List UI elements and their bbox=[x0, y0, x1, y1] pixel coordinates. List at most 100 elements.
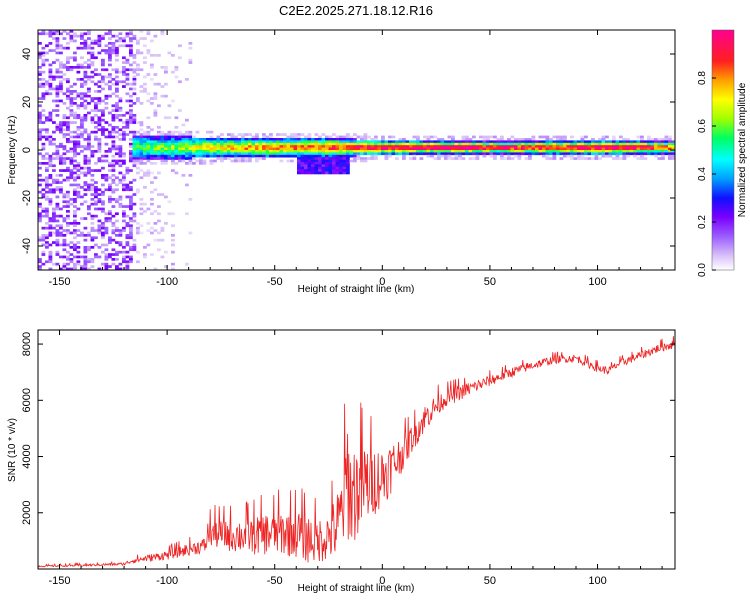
spectrogram-cell bbox=[433, 135, 438, 139]
spectrogram-cell bbox=[104, 102, 109, 105]
spectrogram-cell bbox=[419, 152, 424, 156]
spectrogram-cell bbox=[321, 157, 326, 160]
spectrogram-cell bbox=[143, 154, 147, 158]
spectrogram-cell bbox=[563, 140, 567, 144]
spectrogram-cell bbox=[622, 145, 627, 148]
spectrogram-cell bbox=[115, 58, 119, 62]
spectrogram-cell bbox=[577, 145, 581, 148]
spectrogram-cell bbox=[521, 145, 525, 148]
spectrogram-cell bbox=[118, 133, 123, 136]
spectrogram-cell bbox=[654, 154, 658, 158]
spectrogram-cell bbox=[531, 140, 536, 144]
spectrogram-cell bbox=[97, 231, 102, 235]
spectrogram-cell bbox=[167, 130, 172, 134]
spectrogram-cell bbox=[139, 162, 144, 165]
spectrogram-cell bbox=[587, 142, 592, 146]
spectrogram-cell bbox=[94, 135, 98, 139]
spectrogram-cell bbox=[307, 152, 312, 156]
spectrogram-cell bbox=[45, 135, 49, 139]
spectrogram-cell bbox=[136, 99, 140, 103]
spectrogram-cell bbox=[41, 97, 46, 100]
spectrogram-cell bbox=[132, 140, 137, 144]
spectrogram-cell bbox=[129, 114, 133, 117]
spectrogram-cell bbox=[45, 207, 49, 211]
spectrogram-cell bbox=[398, 152, 403, 156]
spectrogram-cell bbox=[108, 217, 112, 220]
spectrogram-cell bbox=[111, 253, 116, 256]
spectrogram-cell bbox=[101, 133, 105, 136]
spectrogram-cell bbox=[167, 212, 172, 216]
spectrogram-cell bbox=[500, 140, 504, 144]
spectrogram-cell bbox=[195, 159, 200, 163]
spectrogram-cell bbox=[650, 140, 655, 144]
spectrogram-cell bbox=[115, 226, 119, 230]
spectrogram-cell bbox=[139, 176, 144, 180]
spectrogram-cell bbox=[73, 34, 77, 38]
spectrogram-cell bbox=[136, 231, 140, 235]
spectrogram-cell bbox=[48, 42, 53, 45]
spectrogram-cell bbox=[104, 188, 109, 192]
spectrogram-cell bbox=[472, 140, 476, 144]
spectrogram-cell bbox=[41, 128, 46, 132]
spectrogram-cell bbox=[62, 217, 67, 220]
spectrogram-cell bbox=[297, 140, 301, 144]
spectrogram-cell bbox=[73, 178, 77, 182]
spectrogram-cell bbox=[62, 135, 67, 139]
spectrogram-cell bbox=[300, 154, 305, 158]
spectrogram-cell bbox=[62, 123, 67, 127]
spectrogram-cell bbox=[216, 147, 221, 151]
spectrogram-cell bbox=[115, 70, 119, 74]
spectrogram-cell bbox=[216, 145, 221, 148]
spectrogram-cell bbox=[643, 140, 648, 144]
spectrogram-cell bbox=[122, 246, 126, 249]
spectrogram-cell bbox=[73, 135, 77, 139]
spectrogram-cell bbox=[209, 150, 214, 153]
spectrogram-cell bbox=[598, 145, 602, 148]
spectrogram-cell bbox=[251, 135, 256, 139]
spectrogram-cell bbox=[342, 159, 347, 163]
spectrogram-cell bbox=[45, 138, 49, 141]
spectrogram-cell bbox=[150, 162, 154, 165]
spectrogram-cell bbox=[104, 178, 109, 182]
spectrogram-cell bbox=[339, 162, 343, 165]
spectrogram-cell bbox=[111, 174, 116, 177]
spectrogram-cell bbox=[633, 150, 637, 153]
spectrogram-cell bbox=[202, 138, 207, 141]
spectrogram-cell bbox=[192, 142, 196, 146]
spectrogram-cell bbox=[55, 188, 60, 192]
spectrogram-cell bbox=[76, 133, 81, 136]
spectrogram-cell bbox=[524, 152, 529, 156]
spectrogram-cell bbox=[188, 46, 193, 50]
spectrogram-cell bbox=[136, 66, 140, 69]
spectrogram-cell bbox=[619, 140, 623, 144]
spectrogram-cell bbox=[38, 128, 42, 132]
spectrogram-cell bbox=[111, 178, 116, 182]
spectrogram-cell bbox=[41, 58, 46, 62]
spectrogram-cell bbox=[73, 58, 77, 62]
spectrogram-cell bbox=[265, 138, 270, 141]
spectrogram-cell bbox=[59, 63, 63, 67]
spectrogram-cell bbox=[209, 159, 214, 163]
spectrogram-cell bbox=[633, 152, 637, 156]
spectrogram-cell bbox=[314, 162, 319, 165]
spectrogram-cell bbox=[311, 140, 315, 144]
spectrogram-cell bbox=[328, 135, 333, 139]
spectrogram-cell bbox=[598, 138, 602, 141]
spectrogram-cell bbox=[465, 147, 469, 151]
spectrogram-cell bbox=[153, 135, 158, 139]
spectrogram-cell bbox=[482, 154, 487, 158]
spectrogram-cell bbox=[164, 82, 168, 86]
spectrogram-cell bbox=[174, 135, 179, 139]
spectrogram-cell bbox=[101, 159, 105, 163]
spectrogram-cell bbox=[76, 169, 81, 172]
spectrogram-cell bbox=[552, 150, 557, 153]
spectrogram-cell bbox=[580, 154, 585, 158]
spectrogram-cell bbox=[108, 219, 112, 223]
spectrogram-cell bbox=[657, 157, 662, 160]
spectrogram-cell bbox=[136, 73, 140, 76]
spectrogram-cell bbox=[97, 37, 102, 40]
spectrogram-cell bbox=[300, 157, 305, 160]
spectrogram-cell bbox=[633, 154, 637, 158]
spectrogram-cell bbox=[111, 205, 116, 208]
spectrogram-cell bbox=[118, 198, 123, 201]
